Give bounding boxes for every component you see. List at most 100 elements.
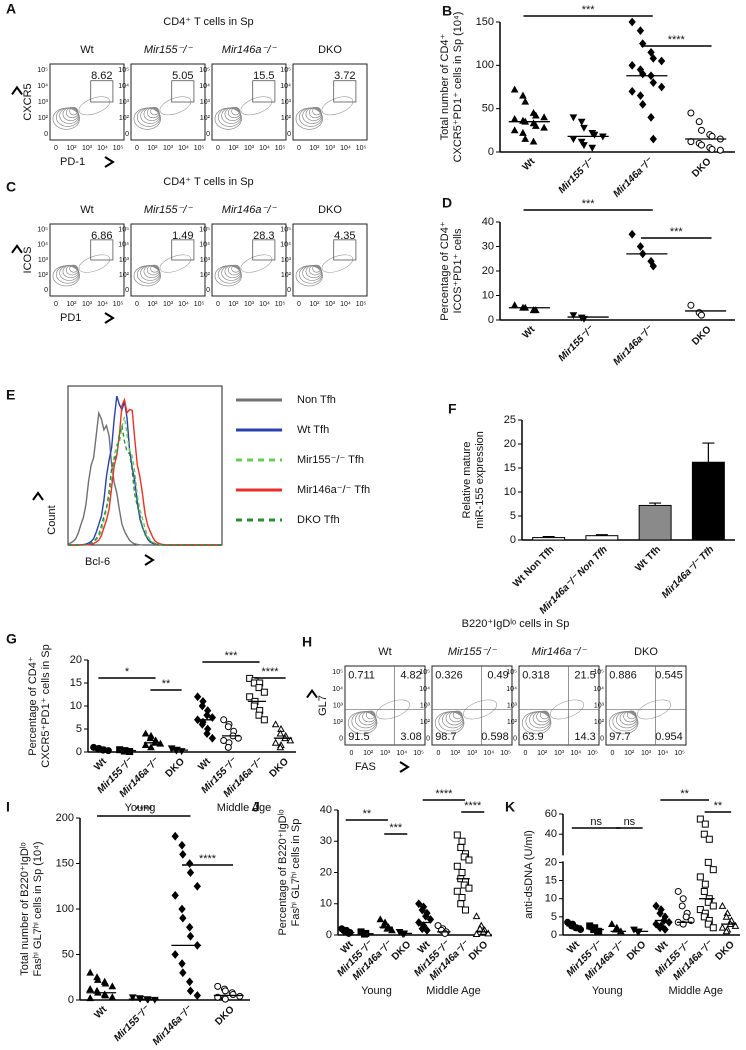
data-point xyxy=(458,869,466,876)
y-axis-label: CXCR5⁺PD1⁺ cells in Sp (10⁴) xyxy=(452,12,464,163)
y-axis-label: Percentage of CD4⁺ xyxy=(27,656,39,756)
data-point xyxy=(649,78,657,88)
flow-y-tick: 0 xyxy=(206,131,210,138)
contours xyxy=(521,699,585,735)
x-tick-label: DKO xyxy=(713,939,737,963)
data-point xyxy=(457,900,465,908)
data-point xyxy=(208,733,217,743)
flow-plot-label: Mir155⁻/⁻ xyxy=(448,646,497,658)
data-point xyxy=(657,82,666,92)
data-point xyxy=(234,734,242,742)
flow-y-tick: 0 xyxy=(287,131,291,138)
data-point xyxy=(250,702,258,710)
data-point xyxy=(510,126,519,134)
contours xyxy=(214,254,273,287)
flow-y-tick: 10⁴ xyxy=(280,242,291,249)
panel-letter: A xyxy=(6,1,16,17)
contour xyxy=(321,96,354,116)
data-point xyxy=(531,121,540,129)
flow-x-tick: 10⁵ xyxy=(275,145,286,152)
y-axis-label: Percentage of B220⁺IgDˡᵒ xyxy=(277,809,289,935)
contour xyxy=(231,264,241,273)
data-point xyxy=(276,743,285,751)
flow-y-tick: 10² xyxy=(281,272,292,279)
data-point xyxy=(255,711,263,719)
axis-arrow xyxy=(11,85,23,95)
data-point xyxy=(697,141,705,149)
gate-value: 15.5 xyxy=(253,70,274,82)
flow-x-tick: 0 xyxy=(135,145,139,152)
flow-x-tick: 10³ xyxy=(641,750,652,757)
data-point xyxy=(484,929,493,937)
flow-y-tick: 0 xyxy=(44,131,48,138)
contour xyxy=(549,699,585,720)
flow-x-label: PD-1 xyxy=(60,156,85,168)
contour xyxy=(69,106,79,116)
quadrant-value: 0.326 xyxy=(435,669,463,681)
flow-x-tick: 10² xyxy=(309,145,320,152)
significance-label: ns xyxy=(624,816,636,828)
flow-y-tick: 10⁴ xyxy=(118,242,129,249)
flow-y-tick: 10⁴ xyxy=(332,686,343,693)
quadrant-value: 3.08 xyxy=(400,731,421,743)
gate xyxy=(333,80,357,103)
flow-y-tick: 10³ xyxy=(281,257,292,264)
flow-y-tick: 10² xyxy=(38,115,49,122)
flow-x-tick: 10⁵ xyxy=(113,301,124,308)
y-tick-label: 40 xyxy=(545,828,557,840)
y-tick-label: 15 xyxy=(70,677,82,689)
flow-x-tick: 10³ xyxy=(244,145,255,152)
flow-y-tick: 0 xyxy=(125,131,129,138)
legend-label: Mir146a⁻/⁻ Tfh xyxy=(297,484,370,496)
data-point xyxy=(108,982,117,990)
flow-x-tick: 10³ xyxy=(244,301,255,308)
hist-curve xyxy=(68,416,222,546)
data-point xyxy=(260,716,268,724)
flow-y-tick: 10⁵ xyxy=(118,67,129,74)
data-point xyxy=(519,128,527,136)
contours xyxy=(214,96,273,130)
y-axis-label: anti-dsDNA (U/ml) xyxy=(523,830,535,919)
flow-y-tick: 10⁵ xyxy=(280,67,291,74)
flow-y-tick: 10⁴ xyxy=(199,242,210,249)
data-point xyxy=(510,115,519,122)
data-point xyxy=(108,993,117,1001)
gate xyxy=(252,80,276,103)
bar xyxy=(638,504,672,541)
data-point xyxy=(476,924,484,932)
data-point xyxy=(588,144,597,152)
significance-label: **** xyxy=(435,788,453,800)
contours xyxy=(347,699,411,735)
data-point xyxy=(93,975,102,983)
flow-y-tick: 0 xyxy=(339,736,343,743)
y-tick-label: 50 xyxy=(62,948,74,960)
data-point xyxy=(186,868,195,877)
x-tick-label: Wt xyxy=(92,756,109,773)
panel-letter: C xyxy=(6,179,16,195)
flow-x-tick: 10⁴ xyxy=(340,301,351,308)
contours xyxy=(133,96,192,130)
flow-x-tick: 10⁵ xyxy=(275,301,286,308)
data-point xyxy=(415,899,423,909)
data-point xyxy=(276,729,285,737)
y-tick-label: 20 xyxy=(320,866,332,878)
data-point xyxy=(704,920,712,928)
y-tick-label: 5 xyxy=(76,723,82,735)
data-point xyxy=(271,738,280,746)
flow-y-tick: 10⁴ xyxy=(118,83,129,90)
data-point xyxy=(453,887,461,895)
significance-label: * xyxy=(125,666,130,678)
flow-y-tick: 10⁴ xyxy=(593,686,604,693)
flow-x-tick: 10³ xyxy=(82,301,93,308)
y-tick-label: 20 xyxy=(504,438,516,450)
contour xyxy=(539,710,550,720)
quadrant-value: 21.5 xyxy=(574,669,595,681)
flow-y-tick: 10⁴ xyxy=(280,83,291,90)
contours xyxy=(52,96,111,130)
data-point xyxy=(657,56,666,66)
data-point xyxy=(628,86,636,96)
data-point xyxy=(461,906,469,914)
data-point xyxy=(607,920,616,928)
bar xyxy=(585,535,619,541)
